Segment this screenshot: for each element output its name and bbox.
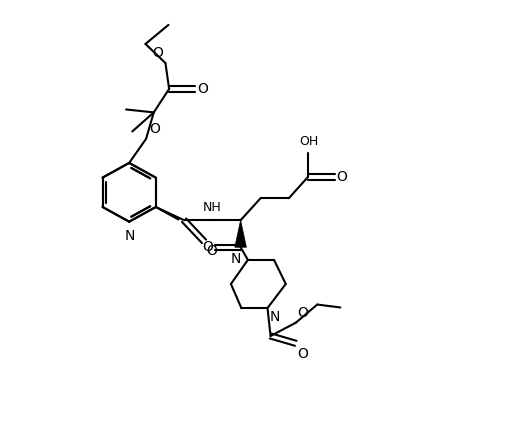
Text: O: O	[298, 306, 309, 321]
Text: NH: NH	[203, 201, 221, 214]
Polygon shape	[235, 220, 246, 247]
Text: N: N	[270, 311, 280, 324]
Text: O: O	[298, 346, 309, 361]
Text: O: O	[149, 123, 160, 137]
Text: N: N	[125, 229, 135, 243]
Text: O: O	[206, 244, 217, 258]
Text: O: O	[203, 240, 214, 254]
Text: O: O	[197, 82, 208, 96]
Text: O: O	[153, 46, 164, 60]
Text: O: O	[337, 170, 347, 184]
Text: N: N	[231, 252, 241, 266]
Text: OH: OH	[299, 135, 319, 148]
